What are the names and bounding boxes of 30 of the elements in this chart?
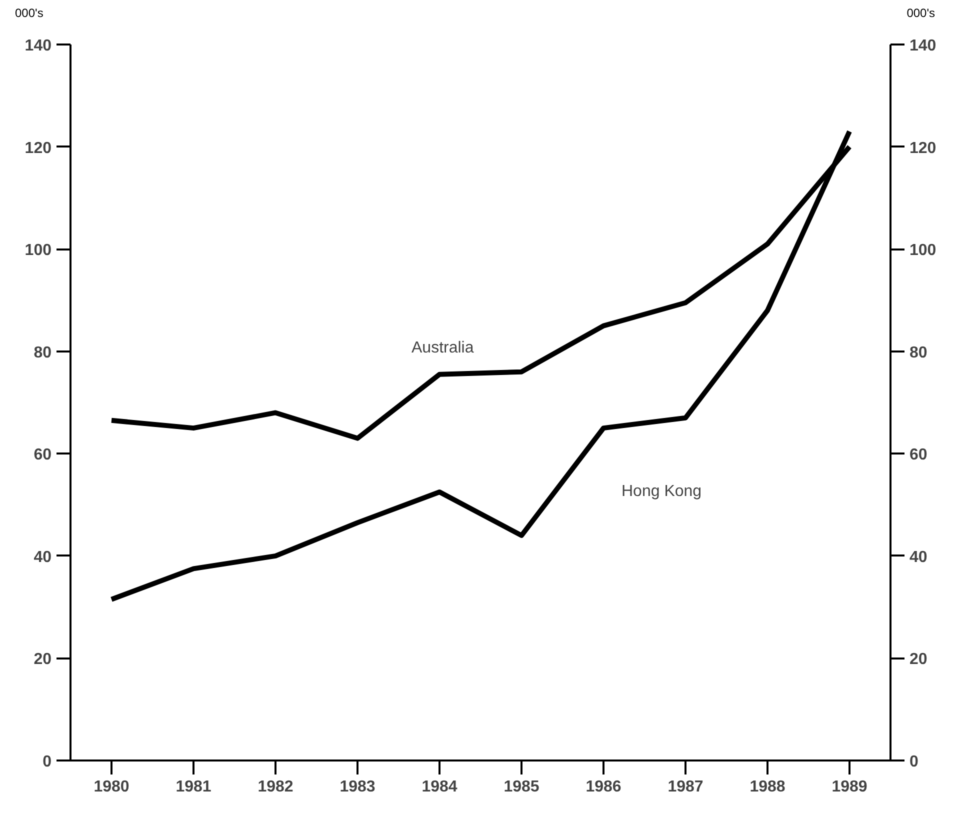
y-tick-label: 40 [34,548,52,566]
y2-tick-label: 120 [910,140,936,157]
y-tick-label: 120 [24,140,52,157]
x-tick-label: 1989 [832,778,868,796]
series-label: Australia [412,339,474,356]
y-tick-label: 100 [24,242,52,260]
y-tick-label: 60 [34,446,52,464]
text: Hong Kong [622,483,702,500]
y2-tick-label: 140 [910,38,936,54]
x-tick-label: 1983 [340,778,376,796]
y-tick-label: 0 [42,754,52,770]
x-tick-label: 1987 [668,778,704,796]
x-tick-label: 1986 [586,778,622,796]
x-tick-label: 1985 [504,778,540,796]
y2-tick-label: 100 [910,242,936,260]
y-tick-label: 80 [34,344,52,362]
y2-tick-label: 20 [910,651,928,668]
x-tick-label: 1980 [94,778,130,796]
y2-tick-label: 40 [910,548,928,566]
y2-tick-label: 80 [910,344,928,362]
y2-axis-title: 000's [906,5,935,22]
x-tick-label: 1984 [422,778,458,796]
x-tick-label: 1988 [750,778,786,796]
y2-tick-label: 0 [910,754,918,770]
y-tick-label: 20 [34,651,52,668]
y-tick-label: 140 [24,38,52,54]
y-axis-title: 000's [15,5,44,22]
x-tick-label: 1981 [176,778,212,796]
x-tick-label: 1982 [258,778,294,796]
y2-tick-label: 60 [910,446,928,464]
